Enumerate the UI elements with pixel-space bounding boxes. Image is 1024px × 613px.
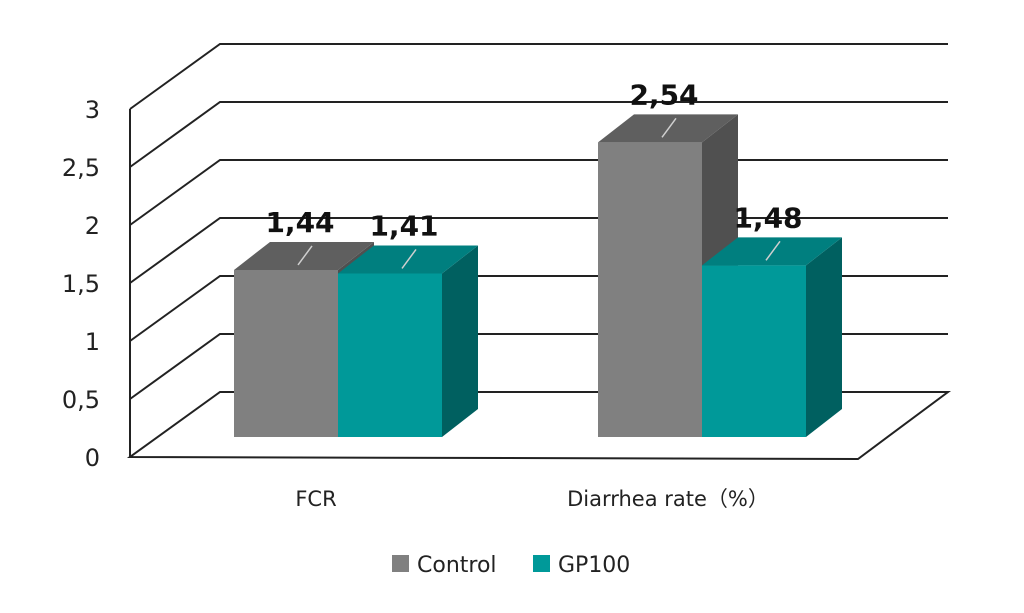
bar-control-0	[234, 269, 338, 437]
gridline	[129, 101, 948, 168]
legend-swatch-control	[392, 555, 409, 572]
data-label-control-1: 2,54	[629, 78, 698, 111]
category-label-diarrhea-rate: Diarrhea rate（%）	[567, 487, 769, 511]
y-tick-label: 3	[85, 96, 100, 124]
gridlines	[129, 43, 948, 400]
gridline	[129, 159, 948, 226]
data-label-leader-gp100-0	[401, 248, 417, 269]
legend-label-control: Control	[417, 553, 497, 578]
y-tick-label: 1	[85, 328, 100, 356]
y-tick-label: 2	[85, 212, 100, 240]
bar-side-gp100-1	[806, 237, 842, 437]
data-label-leader-gp100-1	[765, 240, 781, 261]
legend-label-gp100: GP100	[558, 553, 630, 578]
category-label-fcr: FCR	[295, 487, 336, 511]
legend-swatch-gp100	[533, 555, 550, 572]
data-label-leader-control-1	[661, 117, 677, 138]
data-label-gp100-1: 1,48	[733, 201, 802, 234]
y-tick-label: 2,5	[62, 154, 100, 182]
data-label-control-0: 1,44	[265, 206, 334, 239]
bar-control-1	[598, 142, 702, 438]
bars	[234, 114, 842, 438]
bar-gp100-1	[702, 265, 806, 437]
data-label-gp100-0: 1,41	[369, 209, 438, 242]
y-tick-label: 1,5	[62, 270, 100, 298]
legend: Control GP100	[392, 553, 630, 578]
floor-outline	[126, 391, 952, 461]
bar-gp100-0	[338, 273, 442, 437]
y-tick-label: 0	[85, 444, 100, 472]
y-tick-label: 0,5	[62, 386, 100, 414]
y-axis-ticks: 0 0,5 1 1,5 2 2,5 3	[62, 96, 100, 472]
data-label-leader-control-0	[297, 245, 313, 266]
bar-side-gp100-0	[442, 245, 478, 437]
data-labels: 1,44 1,41 2,54 1,48	[265, 78, 802, 242]
gridline	[129, 43, 948, 110]
